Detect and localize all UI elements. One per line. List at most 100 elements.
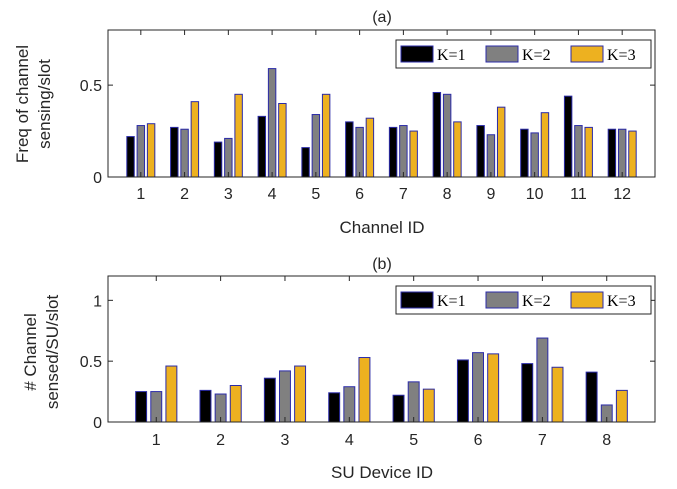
bar-a-cat3-k1: [213, 141, 223, 178]
bar-a-cat8-k3: [453, 121, 462, 178]
xtick-label: 8: [443, 186, 452, 203]
subplot-b-legend: K=1 K=2 K=3: [395, 285, 652, 315]
bar-a-cat7-k2: [399, 125, 408, 178]
subplot-a-xlabel: Channel ID: [339, 218, 424, 237]
xtick-label: 7: [538, 432, 547, 449]
subplot-a-axes-box: [107, 29, 656, 178]
legend-box: [395, 39, 652, 69]
ytick-label: 0.5: [80, 78, 102, 95]
bar-b-cat5-k3: [422, 388, 435, 423]
bar-b-cat3-k1: [263, 377, 276, 423]
xtick-label: 6: [355, 186, 364, 203]
subplot-a-ylabel-line-2: sensing/slot: [35, 59, 54, 149]
xtick-label: 6: [474, 432, 483, 449]
bar-a-cat9-k1: [476, 125, 485, 178]
legend-label-k3: K=3: [607, 293, 636, 310]
bar-a-cat8-k1: [432, 91, 442, 178]
bar-a-cat6-k3: [365, 117, 375, 178]
ytick-label: 0: [93, 170, 102, 187]
bar-a-cat3-k3: [234, 93, 243, 178]
xtick-label: 5: [409, 432, 418, 449]
bar-b-cat3-k3: [294, 365, 307, 423]
subplot-a-xticks: 1 2 3 4 5 6 7 8 9 10 11 12: [136, 30, 631, 203]
bar-a-cat12-k3: [628, 130, 637, 178]
bar-a-cat5-k3: [321, 93, 331, 178]
bar-a-cat5-k2: [311, 114, 321, 178]
ytick-label: 0.5: [80, 354, 102, 371]
subplot-b-yticks: 00.51: [80, 293, 655, 432]
bar-a-cat2-k1: [170, 126, 179, 178]
xtick-label: 7: [399, 186, 408, 203]
xtick-label: 5: [311, 186, 320, 203]
bar-a-cat1-k3: [146, 123, 156, 178]
xtick-label: 11: [570, 186, 587, 203]
bar-b-cat7-k3: [551, 366, 564, 423]
bar-a-cat11-k2: [574, 125, 583, 178]
legend-box: [395, 285, 652, 315]
subplot-b-bars: [135, 337, 628, 423]
bar-a-cat7-k3: [409, 130, 418, 178]
xtick-label: 9: [486, 186, 495, 203]
bar-a-cat9-k2: [486, 134, 496, 178]
subplot-b-xlabel: SU Device ID: [331, 463, 433, 482]
subplot-a-yticks: 00.5: [80, 78, 655, 187]
legend-swatch-k2: [485, 45, 519, 63]
legend-swatch-k3: [570, 45, 604, 63]
bar-b-cat2-k3: [229, 385, 242, 423]
legend-label-k1: K=1: [437, 47, 466, 64]
bar-a-cat10-k3: [540, 112, 550, 178]
legend-label-k1: K=1: [437, 293, 466, 310]
subplot-b-title: (b): [372, 256, 392, 273]
subplot-a-legend: K=1 K=2 K=3: [395, 39, 652, 69]
bar-a-cat7-k1: [388, 126, 398, 178]
subplot-a-title: (a): [372, 9, 392, 26]
bar-a-cat1-k1: [126, 136, 135, 178]
bar-a-cat4-k3: [278, 103, 287, 178]
bar-a-cat10-k1: [520, 128, 529, 178]
bar-a-cat11-k3: [584, 126, 593, 178]
bar-a-cat6-k2: [355, 126, 364, 178]
legend-swatch-k2: [485, 291, 519, 309]
xtick-label: 3: [224, 186, 233, 203]
bar-a-cat2-k2: [180, 128, 189, 178]
subplot-b-axes-box: [107, 275, 656, 423]
bar-b-cat6-k2: [472, 352, 484, 423]
bar-a-cat4-k2: [267, 68, 277, 178]
bar-a-cat3-k2: [224, 137, 233, 178]
bar-b-cat5-k1: [392, 394, 405, 423]
bar-a-cat6-k1: [345, 121, 354, 178]
bar-b-cat7-k2: [536, 337, 549, 423]
bar-a-cat8-k2: [442, 93, 452, 178]
xtick-label: 2: [180, 186, 189, 203]
xtick-label: 12: [613, 186, 631, 203]
subplot-b-ylabel-line-2: sensed/SU/slot: [43, 295, 62, 410]
bar-b-cat1-k1: [135, 391, 148, 423]
bar-a-cat4-k1: [257, 115, 267, 178]
bar-a-cat1-k2: [136, 125, 146, 178]
bar-b-cat8-k3: [615, 389, 628, 423]
bar-b-cat6-k1: [456, 359, 469, 423]
legend-swatch-k1: [400, 291, 434, 309]
bar-a-cat12-k2: [617, 128, 627, 178]
xtick-label: 1: [136, 186, 145, 203]
bar-b-cat2-k1: [199, 389, 212, 423]
bar-b-cat4-k1: [328, 392, 341, 423]
bar-a-cat11-k1: [563, 95, 573, 178]
bar-a-cat9-k3: [496, 106, 506, 178]
legend-swatch-k3: [570, 291, 604, 309]
xtick-label: 3: [281, 432, 290, 449]
bar-b-cat8-k1: [585, 371, 598, 423]
bar-a-cat5-k1: [301, 147, 310, 178]
bar-b-cat4-k3: [358, 357, 371, 423]
xtick-label: 10: [526, 186, 544, 203]
bar-b-cat7-k1: [521, 363, 534, 423]
subplot-b-ylabel-line-1: # Channel: [21, 313, 40, 391]
legend-label-k3: K=3: [607, 47, 636, 64]
xtick-label: 8: [602, 432, 611, 449]
bar-b-cat4-k2: [343, 386, 356, 423]
bar-b-cat3-k2: [279, 370, 291, 423]
bar-b-cat6-k3: [487, 353, 500, 423]
xtick-label: 2: [216, 432, 225, 449]
